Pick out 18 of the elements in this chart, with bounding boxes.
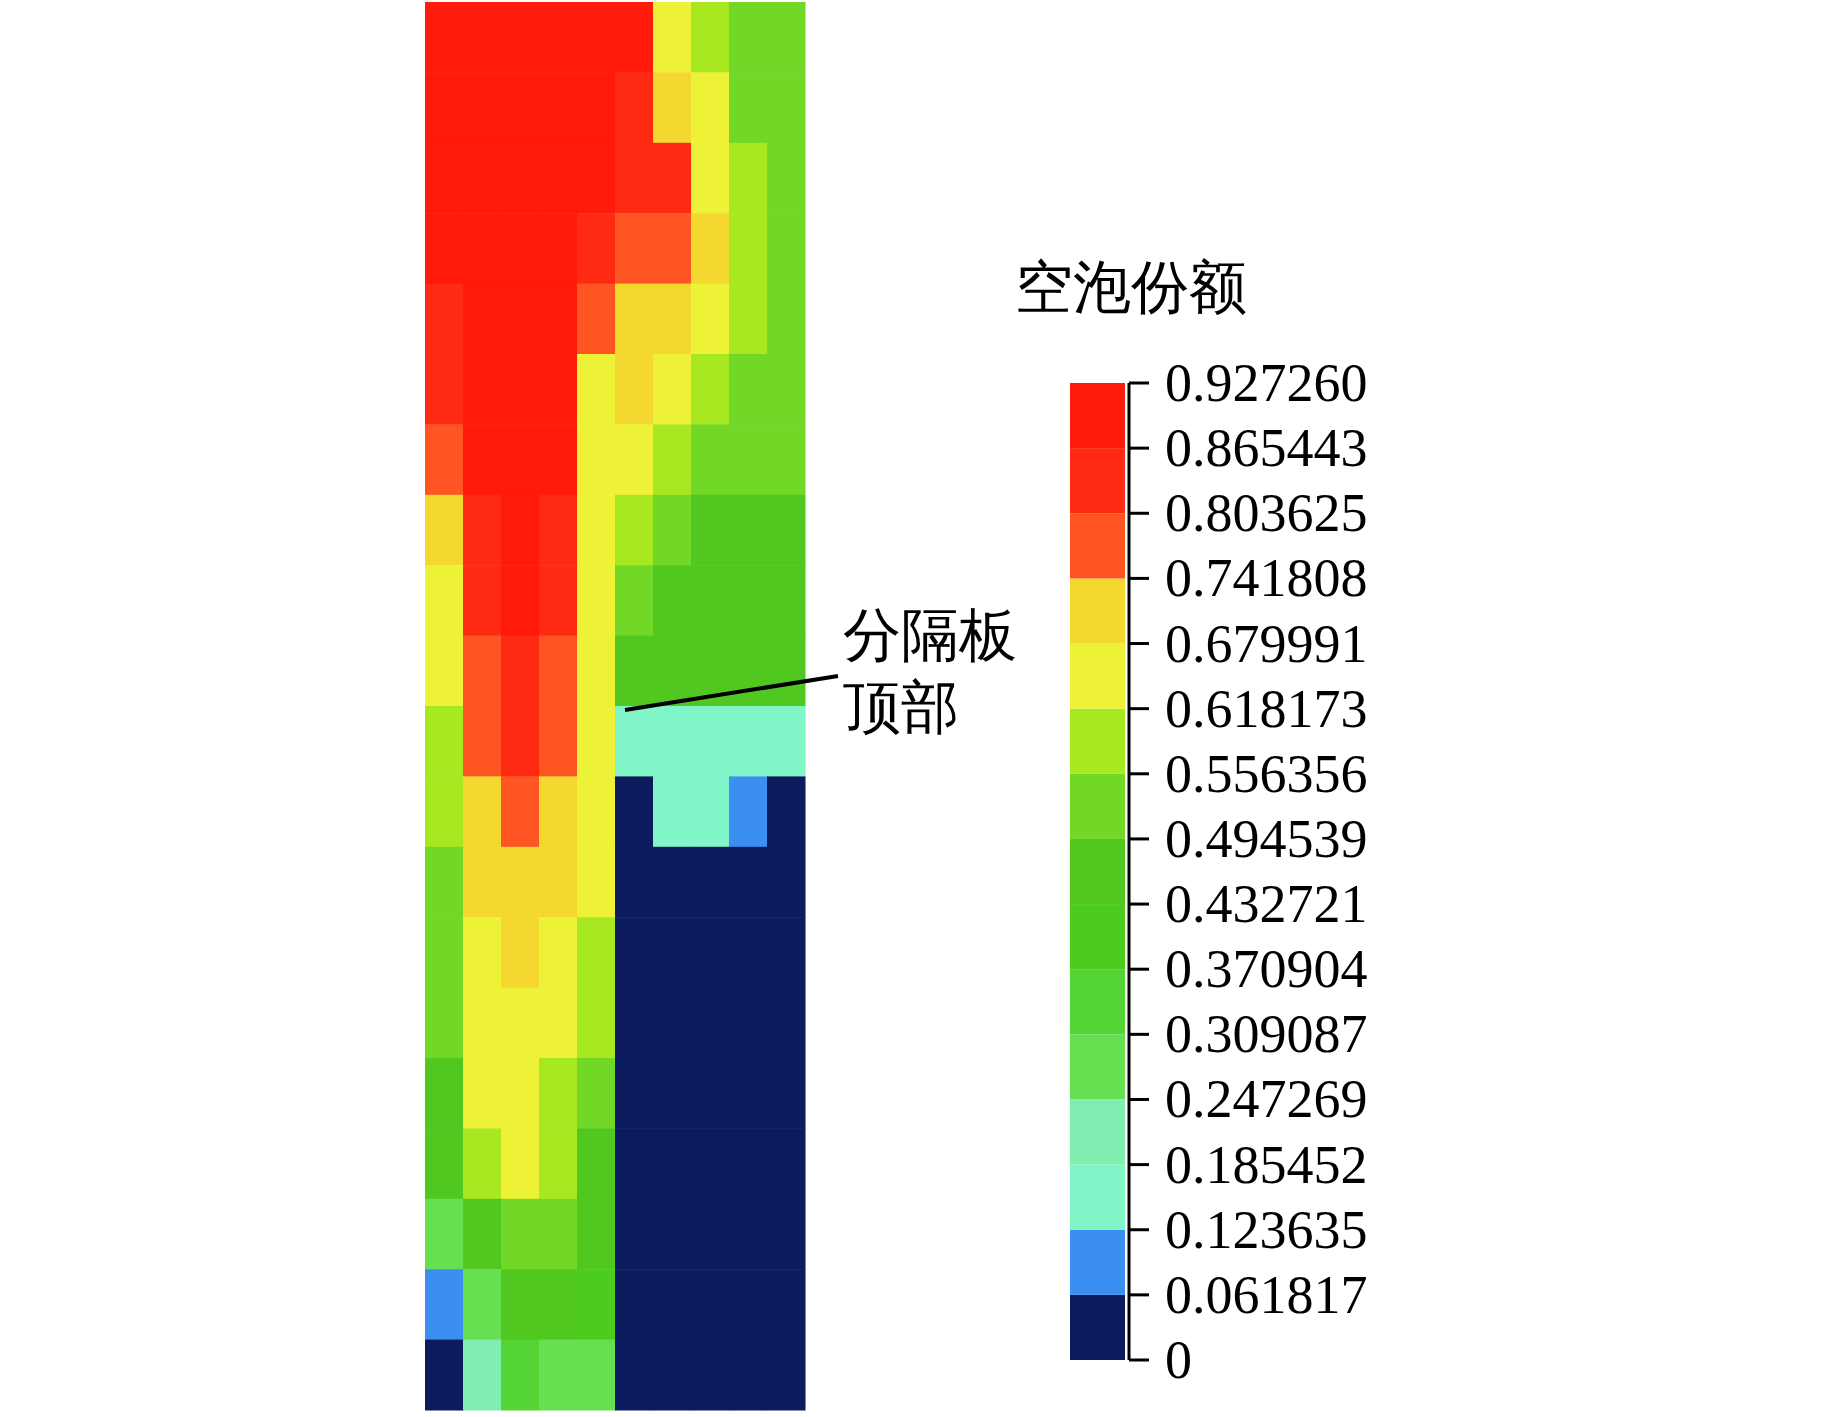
color-bar-label: 0.370904 bbox=[1165, 939, 1368, 1000]
color-bar-label: 0.803625 bbox=[1165, 483, 1368, 544]
color-bar-label: 0.865443 bbox=[1165, 418, 1368, 479]
color-bar-label: 0.185452 bbox=[1165, 1134, 1368, 1195]
color-bar-label: 0.741808 bbox=[1165, 548, 1368, 609]
color-bar-label: 0.927260 bbox=[1165, 353, 1368, 413]
color-bar-title: 空泡份额 bbox=[1015, 255, 1247, 320]
text: 分隔板顶部 bbox=[843, 603, 1017, 740]
color-bar-label: 0.618173 bbox=[1165, 678, 1368, 739]
color-bar-label: 0.123635 bbox=[1165, 1199, 1368, 1260]
color-bar-label: 0.556356 bbox=[1165, 743, 1368, 804]
color-bar-label: 0.432721 bbox=[1165, 874, 1368, 935]
color-bar-label: 0.679991 bbox=[1165, 613, 1368, 674]
color-bar-label: 0.309087 bbox=[1165, 1004, 1368, 1065]
color-bar-label: 0.061817 bbox=[1165, 1264, 1368, 1325]
color-bar-label: 0.247269 bbox=[1165, 1069, 1368, 1130]
color-bar-label: 0.494539 bbox=[1165, 808, 1368, 869]
color-bar-label: 0 bbox=[1165, 1330, 1192, 1390]
